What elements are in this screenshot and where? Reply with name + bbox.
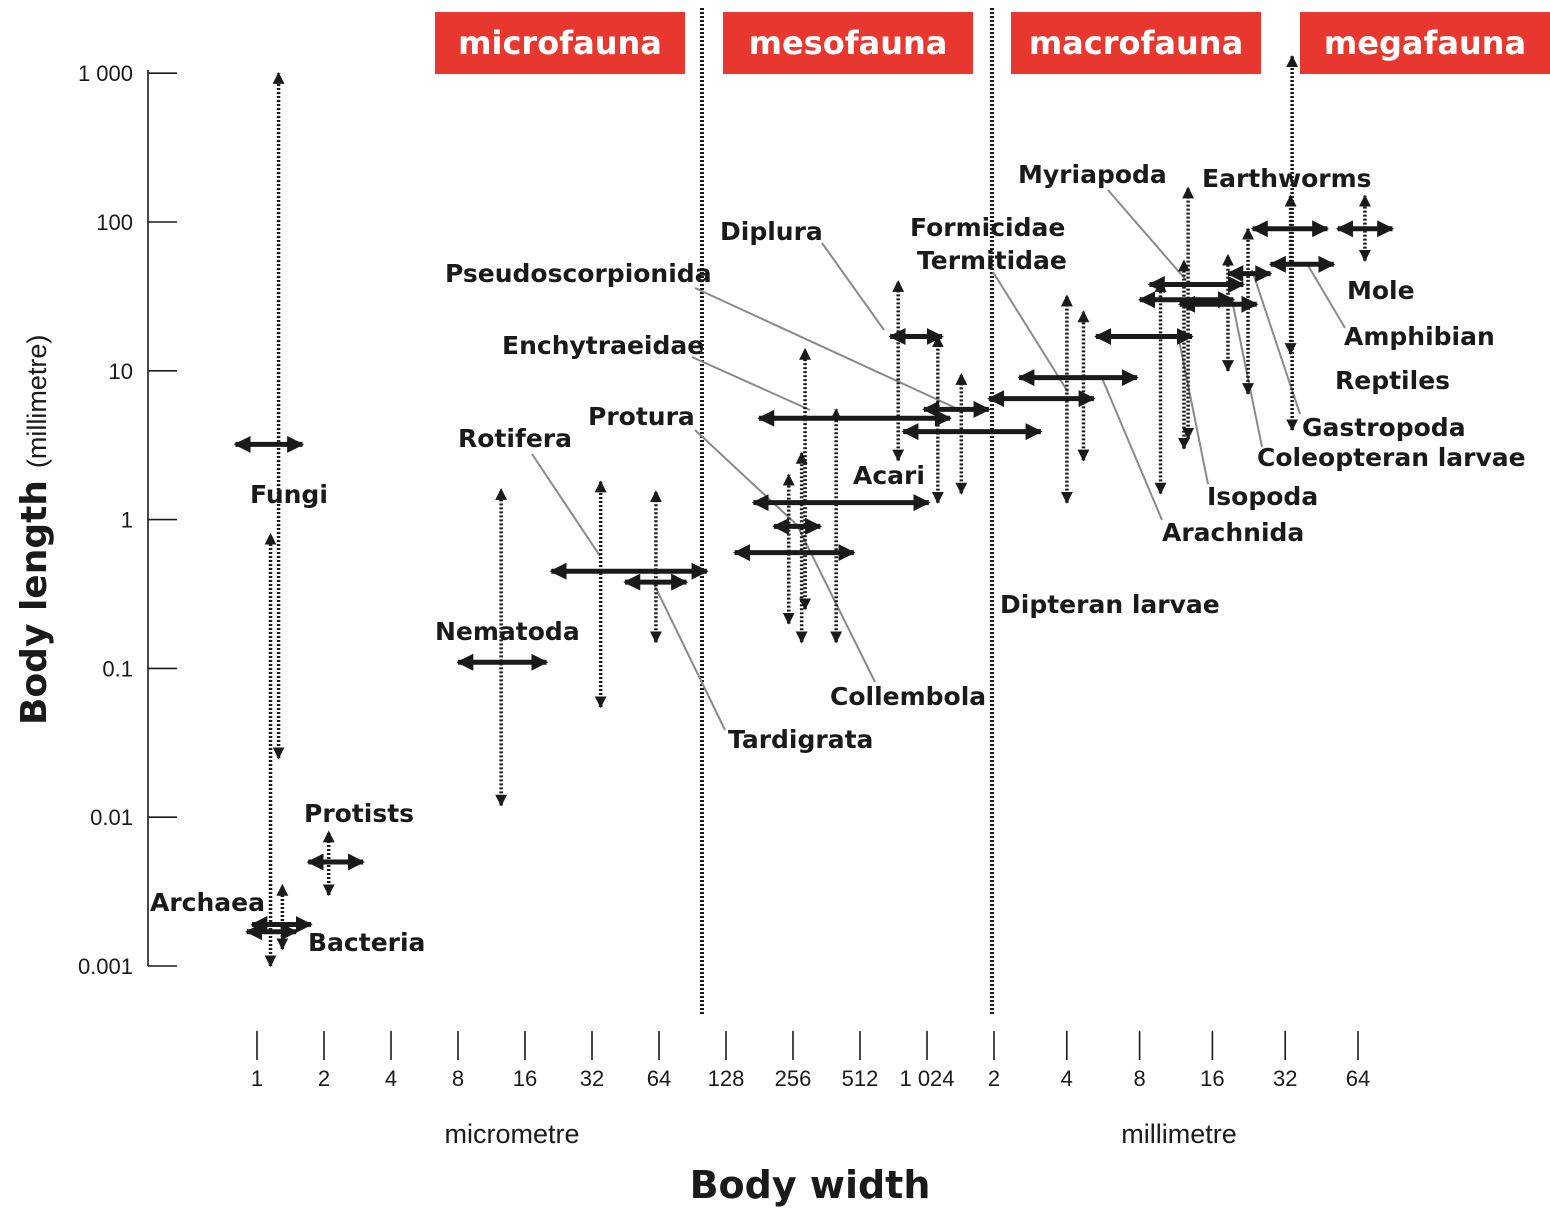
leader-diplura — [821, 242, 885, 331]
macrofauna-banner — [1011, 12, 1261, 74]
mark-collembola — [751, 408, 931, 644]
label-earthworms: Earthworms — [1202, 164, 1372, 193]
y-axis: 0.001 0.01 0.1 1 10 100 1 000 — [78, 61, 177, 979]
x-tick-label: 512 — [842, 1066, 879, 1091]
leader-formicidae — [992, 271, 1069, 393]
label-fungi: Fungi — [250, 480, 328, 509]
x-tick-label: 1 — [251, 1066, 263, 1091]
label-isopoda: Isopoda — [1207, 482, 1318, 511]
mark-earthworms — [1250, 55, 1330, 432]
label-dipteran-larvae: Dipteran larvae — [1000, 590, 1220, 619]
y-axis-title: Body length (millimetre) — [14, 335, 55, 725]
label-enchytraeidae: Enchytraeidae — [502, 331, 704, 360]
mark-bacteria — [250, 883, 313, 951]
mark-gastropoda — [1226, 227, 1273, 396]
y-tick-label: 1 000 — [78, 61, 133, 86]
megafauna-banner — [1300, 12, 1550, 74]
x-tick-label: 8 — [1133, 1066, 1145, 1091]
x-tick-label: 128 — [708, 1066, 745, 1091]
label-coleopteran-larvae: Coleopteran larvae — [1257, 443, 1526, 472]
label-protura: Protura — [588, 402, 695, 431]
x-axis-title: Body width — [690, 1163, 931, 1207]
x-tick-label: 4 — [385, 1066, 397, 1091]
x-tick-label: 2 — [318, 1066, 330, 1091]
mark-rotifera — [549, 480, 709, 709]
y-tick-label: 0.01 — [90, 805, 133, 830]
mark-mole — [1335, 194, 1395, 262]
y-tick-label: 10 — [109, 359, 133, 384]
label-protists: Protists — [304, 799, 414, 828]
x-unit-millimetre: millimetre — [1121, 1119, 1237, 1149]
macrofauna-label: macrofauna — [1029, 24, 1243, 62]
label-myriapoda: Myriapoda — [1018, 160, 1167, 189]
mark-protists — [306, 830, 365, 897]
leader-protura — [694, 429, 798, 526]
label-bacteria: Bacteria — [308, 928, 425, 957]
leader-arachnida — [1101, 377, 1163, 521]
label-reptiles: Reptiles — [1335, 366, 1450, 395]
y-tick-label: 100 — [96, 210, 133, 235]
y-tick-label: 0.001 — [78, 954, 133, 979]
leader-rotifera — [531, 453, 601, 557]
megafauna-label: megafauna — [1324, 24, 1526, 62]
label-arachnida: Arachnida — [1162, 518, 1304, 547]
group-labels: Fungi Archaea Bacteria Protists Nematoda… — [150, 160, 1526, 957]
x-tick-label: 32 — [580, 1066, 604, 1091]
x-tick-label: 4 — [1061, 1066, 1073, 1091]
mark-enchytraeidae — [757, 347, 952, 611]
mesofauna-banner — [723, 12, 973, 74]
x-tick-label: 8 — [452, 1066, 464, 1091]
leader-pseudoscorpionida — [694, 287, 961, 411]
x-tick-label: 2 — [988, 1066, 1000, 1091]
microfauna-banner — [435, 12, 685, 74]
x-tick-label: 64 — [647, 1066, 671, 1091]
label-gastropoda: Gastropoda — [1302, 413, 1466, 442]
label-termitidae: Termitidae — [917, 246, 1067, 275]
x-tick-label: 1 024 — [899, 1066, 954, 1091]
size-class-banners: microfauna mesofauna macrofauna megafaun… — [435, 12, 1550, 74]
mark-myriapoda — [1138, 186, 1236, 440]
leader-tardigrata — [651, 579, 726, 731]
mesofauna-label: mesofauna — [749, 24, 948, 62]
label-nematoda: Nematoda — [435, 617, 580, 646]
mark-fungi — [233, 72, 305, 760]
leader-enchytraeidae — [691, 356, 811, 411]
label-pseudoscorpionida: Pseudoscorpionida — [445, 259, 712, 288]
label-amphibian: Amphibian — [1344, 322, 1495, 351]
data-marks — [233, 55, 1395, 968]
label-formicidae: Formicidae — [910, 213, 1065, 242]
x-tick-label: 256 — [775, 1066, 812, 1091]
mark-arachnida — [1094, 280, 1194, 495]
y-tick-label: 0.1 — [102, 656, 133, 681]
label-archaea: Archaea — [150, 888, 265, 917]
label-mole: Mole — [1347, 276, 1415, 305]
label-diplura: Diplura — [720, 217, 823, 246]
microfauna-label: microfauna — [458, 24, 662, 62]
x-tick-label: 32 — [1273, 1066, 1297, 1091]
leader-myriapoda — [1107, 189, 1187, 281]
mark-acari — [772, 473, 823, 625]
leader-amphibian — [1305, 261, 1346, 329]
label-rotifera: Rotifera — [458, 424, 572, 453]
label-acari: Acari — [853, 461, 925, 490]
mark-formicidae — [901, 335, 1043, 504]
label-collembola: Collembola — [830, 682, 986, 711]
label-tardigrata: Tardigrata — [728, 725, 873, 754]
x-tick-label: 64 — [1346, 1066, 1370, 1091]
y-tick-label: 1 — [121, 508, 133, 533]
mark-termitidae — [987, 294, 1096, 504]
x-tick-label: 16 — [513, 1066, 537, 1091]
mark-nematoda — [456, 488, 549, 807]
leader-isopoda — [1177, 334, 1209, 485]
mark-tardigrata — [623, 490, 689, 644]
x-unit-micrometre: micrometre — [444, 1119, 579, 1149]
mark-dipteran-larvae — [1017, 310, 1139, 462]
x-tick-label: 16 — [1200, 1066, 1224, 1091]
mark-reptiles — [1268, 194, 1336, 356]
x-axis: 1 2 4 8 16 32 64 128 256 512 1 024 2 4 8 16 32 64 — [251, 1031, 1370, 1091]
